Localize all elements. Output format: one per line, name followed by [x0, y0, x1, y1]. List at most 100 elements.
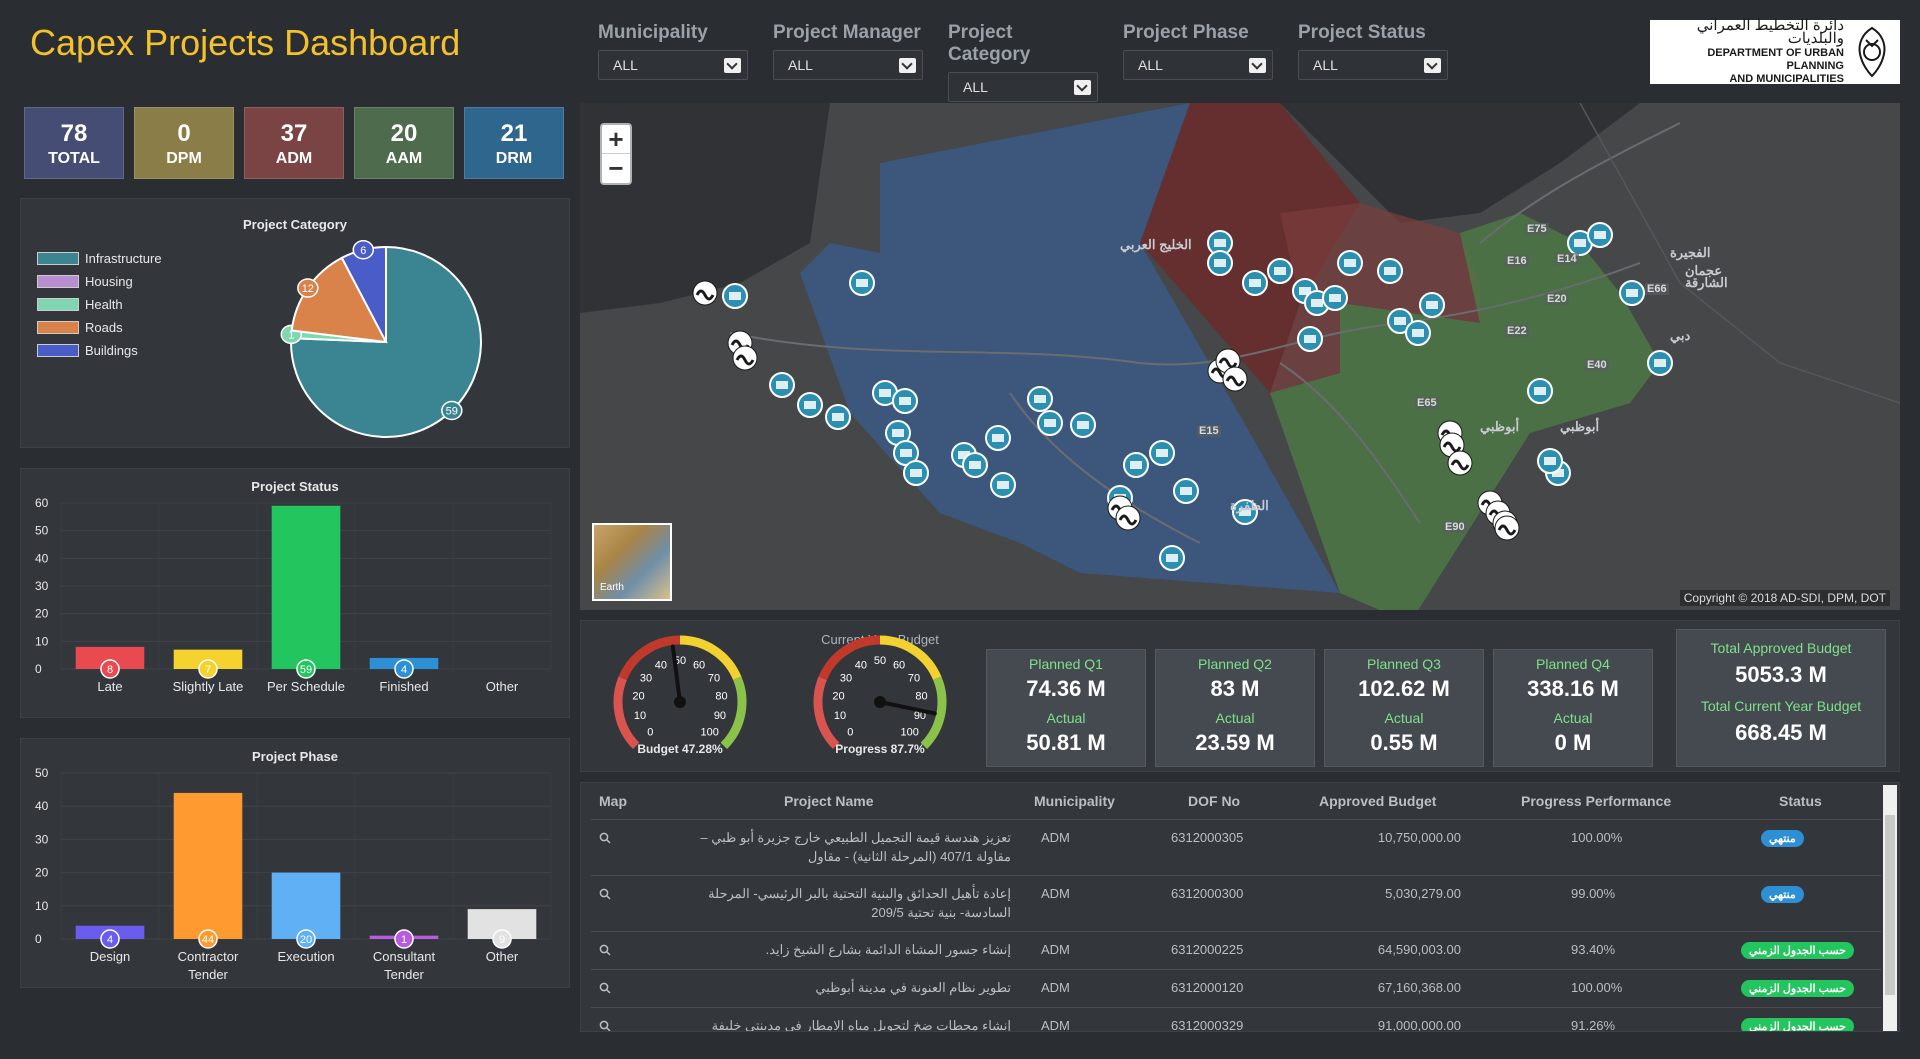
chevron-down-icon[interactable]: [899, 57, 916, 73]
column-header[interactable]: Project Name: [784, 793, 874, 809]
column-header[interactable]: DOF No: [1188, 793, 1241, 809]
kpi-tile[interactable]: 37 ADM: [244, 107, 344, 179]
filter-select[interactable]: ALL: [1123, 50, 1273, 80]
kpi-tile[interactable]: 21 DRM: [464, 107, 564, 179]
map-canvas[interactable]: [580, 103, 1900, 610]
project-marker[interactable]: [1377, 258, 1403, 284]
legend-swatch: [37, 252, 79, 265]
legend-item[interactable]: Roads: [37, 316, 162, 339]
project-marker[interactable]: [1242, 270, 1268, 296]
table-row[interactable]: إعادة تأهيل الحدائق والبنية التحتية بالب…: [591, 875, 1881, 931]
chevron-down-icon[interactable]: [1074, 79, 1091, 95]
bar[interactable]: [271, 505, 341, 669]
project-marker[interactable]: [1322, 285, 1348, 311]
project-marker[interactable]: [1387, 308, 1413, 334]
filter-select[interactable]: ALL: [1298, 50, 1448, 80]
filter-select[interactable]: ALL: [948, 72, 1098, 102]
zoom-to-map-icon[interactable]: [599, 982, 611, 994]
column-header[interactable]: Status: [1779, 793, 1822, 809]
project-marker[interactable]: [1619, 280, 1645, 306]
map-place-label: الفجيرة: [1670, 245, 1711, 260]
project-marker[interactable]: [825, 404, 851, 430]
projects-map[interactable]: + − Earth الظفرة أبوظبي أبوظبي عجمان الشارقة…: [580, 103, 1900, 610]
basemap-toggle[interactable]: Earth: [592, 523, 672, 601]
filter-select[interactable]: ALL: [773, 50, 923, 80]
chevron-down-icon[interactable]: [1424, 57, 1441, 73]
project-marker[interactable]: [1537, 448, 1563, 474]
project-marker[interactable]: [903, 460, 929, 486]
project-marker[interactable]: [722, 283, 748, 309]
column-header[interactable]: Map: [599, 793, 627, 809]
region-adm-east[interactable]: [1270, 203, 1480, 393]
project-marker[interactable]: [1159, 545, 1185, 571]
column-header[interactable]: Approved Budget: [1319, 793, 1437, 809]
wave-marker[interactable]: [732, 345, 758, 371]
table-row[interactable]: إنشاء محطات ضخ لتحويل مياه الامطار في مد…: [591, 1007, 1881, 1032]
kpi-tile[interactable]: 20 AAM: [354, 107, 454, 179]
gauge-tick-label: 10: [634, 710, 646, 722]
project-marker[interactable]: [985, 425, 1011, 451]
zoom-to-map-icon[interactable]: [599, 832, 611, 844]
bar[interactable]: [173, 792, 243, 939]
project-marker[interactable]: [1527, 378, 1553, 404]
region-adm[interactable]: [1140, 103, 1360, 393]
dof-no-cell: 6312000120: [1171, 980, 1244, 995]
project-marker[interactable]: [849, 270, 875, 296]
kpi-tile[interactable]: 0 DPM: [134, 107, 234, 179]
legend-item[interactable]: Buildings: [37, 339, 162, 362]
project-marker[interactable]: [1587, 222, 1613, 248]
table-row[interactable]: تعزيز هندسة قيمة التجميل الطبيعي خارج جز…: [591, 819, 1881, 875]
wave-marker[interactable]: [1222, 366, 1248, 392]
project-marker[interactable]: [769, 372, 795, 398]
region-drm[interactable]: [800, 103, 1340, 593]
project-marker[interactable]: [1149, 440, 1175, 466]
table-row[interactable]: تطوير نظام العنونة في مدينة أبوظبي ADM 631…: [591, 969, 1881, 1007]
project-marker[interactable]: [990, 472, 1016, 498]
zoom-to-map-icon[interactable]: [599, 1020, 611, 1032]
legend-item[interactable]: Housing: [37, 270, 162, 293]
project-marker[interactable]: [892, 388, 918, 414]
bar[interactable]: [271, 872, 341, 939]
project-marker[interactable]: [1337, 250, 1363, 276]
bar-data-label: 20: [296, 929, 316, 949]
bar[interactable]: [75, 646, 145, 669]
kpi-tile[interactable]: 78 TOTAL: [24, 107, 124, 179]
wave-marker[interactable]: [1115, 505, 1141, 531]
project-marker[interactable]: [797, 392, 823, 418]
project-marker[interactable]: [1123, 452, 1149, 478]
map-road-label: E16: [1505, 255, 1529, 267]
project-marker[interactable]: [1647, 350, 1673, 376]
project-marker[interactable]: [1027, 386, 1053, 412]
table-scrollbar[interactable]: [1883, 785, 1897, 1031]
project-marker[interactable]: [885, 420, 911, 446]
scrollbar-thumb[interactable]: [1885, 815, 1895, 995]
chevron-down-icon[interactable]: [1249, 57, 1266, 73]
filter-select[interactable]: ALL: [598, 50, 748, 80]
zoom-to-map-icon[interactable]: [599, 888, 611, 900]
project-marker[interactable]: [1297, 326, 1323, 352]
project-marker[interactable]: [1267, 258, 1293, 284]
legend-item[interactable]: Infrastructure: [37, 247, 162, 270]
column-header[interactable]: Progress Performance: [1521, 793, 1672, 809]
project-marker[interactable]: [1173, 478, 1199, 504]
project-marker[interactable]: [1070, 412, 1096, 438]
map-zoom-control[interactable]: + −: [600, 123, 632, 185]
project-marker[interactable]: [1419, 292, 1445, 318]
column-header[interactable]: Municipality: [1034, 793, 1115, 809]
bar-label-text: 1: [401, 934, 407, 946]
wave-marker[interactable]: [1494, 515, 1520, 541]
project-marker[interactable]: [1207, 250, 1233, 276]
chevron-down-icon[interactable]: [724, 57, 741, 73]
table-row[interactable]: إنشاء جسور المشاة الدائمة بشارع الشيخ زا…: [591, 931, 1881, 969]
project-marker[interactable]: [1405, 320, 1431, 346]
legend-item[interactable]: Health: [37, 293, 162, 316]
wave-marker[interactable]: [692, 280, 718, 306]
zoom-in-button[interactable]: +: [602, 125, 630, 154]
zoom-out-button[interactable]: −: [608, 153, 624, 183]
zoom-to-map-icon[interactable]: [599, 944, 611, 956]
project-marker[interactable]: [1037, 410, 1063, 436]
region-aam[interactable]: [1270, 213, 1660, 610]
wave-marker[interactable]: [1447, 450, 1473, 476]
project-marker[interactable]: [1232, 499, 1258, 525]
project-marker[interactable]: [962, 452, 988, 478]
